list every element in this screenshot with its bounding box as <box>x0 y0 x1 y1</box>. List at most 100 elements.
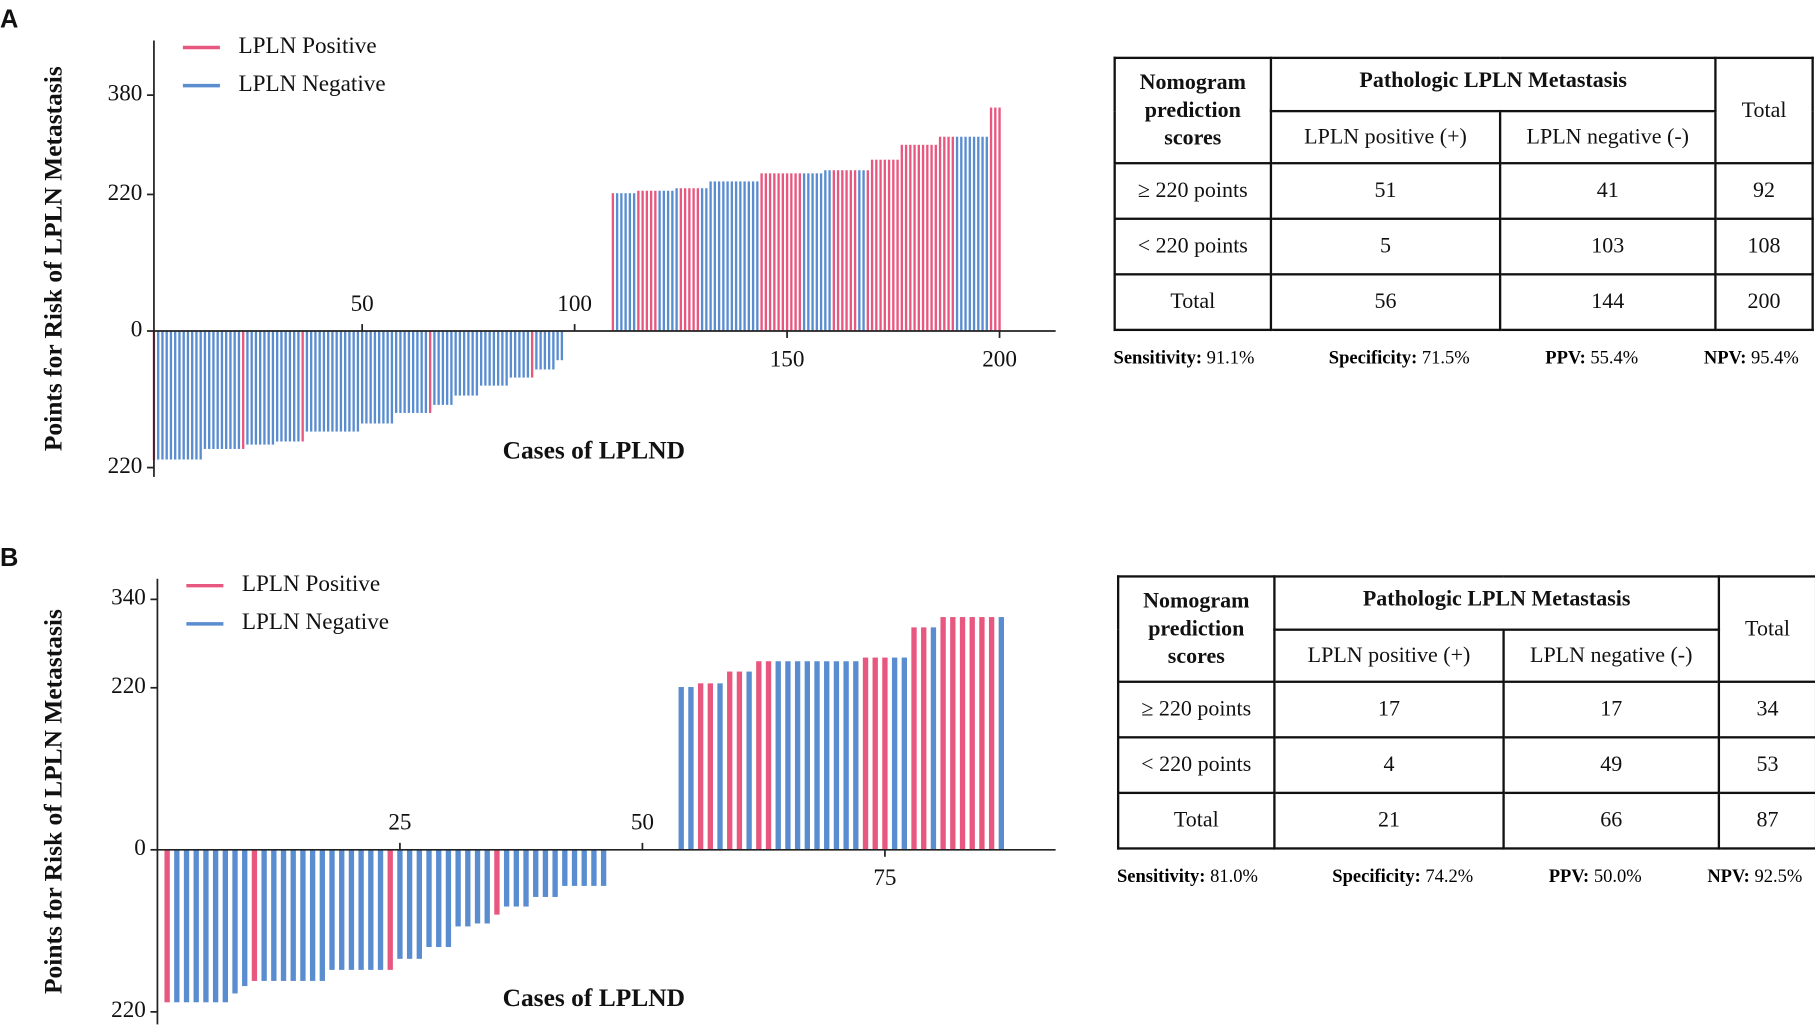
table-row: Total 56 144 200 <box>1113 273 1814 332</box>
bar <box>420 331 423 413</box>
bar <box>225 331 228 449</box>
bar <box>979 617 985 850</box>
bar <box>649 190 653 332</box>
bar <box>581 849 587 886</box>
bar <box>428 331 432 413</box>
table-cell: < 220 points <box>1113 217 1273 276</box>
bar <box>199 331 202 460</box>
bar <box>329 849 335 970</box>
bar <box>462 331 466 396</box>
bar <box>832 170 835 332</box>
group-header: Pathologic LPLN Metastasis <box>1273 575 1721 631</box>
stat-label: Specificity: <box>1328 348 1418 369</box>
bar <box>233 331 236 449</box>
bar <box>794 661 801 850</box>
bar <box>530 331 534 378</box>
bar <box>343 331 347 432</box>
bar <box>727 671 733 850</box>
stat-value: 91.1% <box>1206 348 1255 369</box>
table-body: Nomogram prediction scores Pathologic LPL… <box>1116 575 1815 850</box>
bar <box>959 617 966 850</box>
bar <box>828 170 831 332</box>
stat: PPV: 50.0% <box>1549 867 1642 888</box>
bar <box>182 331 185 460</box>
subheader-row: LPLN positive (+) LPLN negative (-) <box>1118 628 1815 683</box>
table-cell: 17 <box>1273 680 1505 739</box>
stat: Specificity: 71.5% <box>1329 348 1470 369</box>
bar <box>513 331 517 378</box>
bar <box>624 193 627 332</box>
bar <box>407 331 411 413</box>
bar <box>263 331 266 445</box>
stat-label: NPV: <box>1703 348 1747 369</box>
bar <box>169 331 173 460</box>
bar <box>358 849 364 970</box>
header-row: Nomogram prediction scores Pathologic LPL… <box>1116 575 1815 683</box>
bar <box>824 661 830 850</box>
bar <box>280 849 287 981</box>
bar <box>637 190 640 332</box>
bar <box>271 331 275 445</box>
table-cell: 5 <box>1269 217 1502 276</box>
bar <box>713 181 717 332</box>
table-cell: 17 <box>1502 680 1721 739</box>
bar <box>921 627 927 850</box>
bar <box>743 181 746 332</box>
bar <box>751 181 755 332</box>
table-cell: 108 <box>1714 217 1814 276</box>
stat-label: PPV: <box>1545 348 1586 369</box>
bar <box>730 181 734 332</box>
bar <box>675 188 678 332</box>
stat-label: Sensitivity: <box>1113 348 1203 369</box>
bar <box>523 849 529 907</box>
y-tick-label: 0 <box>134 835 146 861</box>
bar <box>938 136 942 332</box>
bar <box>964 136 967 332</box>
bar <box>696 188 700 332</box>
bar <box>815 173 819 332</box>
group-header: Pathologic LPLN Metastasis <box>1269 56 1717 113</box>
bar <box>913 144 916 332</box>
stat-value: 95.4% <box>1751 348 1799 369</box>
table-cell: 41 <box>1498 162 1717 220</box>
stat-value: 71.5% <box>1421 348 1470 369</box>
bar <box>505 331 508 386</box>
bar <box>926 144 929 332</box>
bar <box>535 331 538 370</box>
table-row: Total 21 66 87 <box>1116 791 1815 850</box>
bar <box>688 188 691 332</box>
x-tick-label: 50 <box>351 291 374 317</box>
bar <box>896 159 899 332</box>
column-header: LPLN positive (+) <box>1273 628 1505 683</box>
bar <box>246 331 249 445</box>
bar <box>339 331 343 432</box>
bar <box>437 331 440 405</box>
bar <box>930 144 933 332</box>
bar <box>356 331 360 432</box>
table-cell: ≥ 220 points <box>1113 162 1273 220</box>
bar <box>416 331 419 413</box>
bar <box>377 331 381 424</box>
bar <box>458 331 462 396</box>
bar <box>445 331 449 405</box>
bar <box>768 173 772 332</box>
bar <box>547 331 551 370</box>
bar <box>940 617 946 850</box>
column-header: LPLN negative (-) <box>1498 109 1717 165</box>
bar <box>562 849 568 886</box>
bar <box>403 331 406 413</box>
bar <box>467 331 470 396</box>
bar <box>739 181 742 332</box>
x-tick-label: 25 <box>388 810 411 836</box>
bar <box>802 173 806 332</box>
bar <box>777 173 780 332</box>
bar <box>756 661 762 850</box>
table-cell: 66 <box>1502 791 1721 850</box>
panel-label: B <box>0 544 18 572</box>
bar <box>474 849 481 924</box>
bar <box>632 193 636 332</box>
legend-label: LPLN Positive <box>238 33 376 59</box>
bar <box>232 849 238 994</box>
bar <box>178 331 181 460</box>
